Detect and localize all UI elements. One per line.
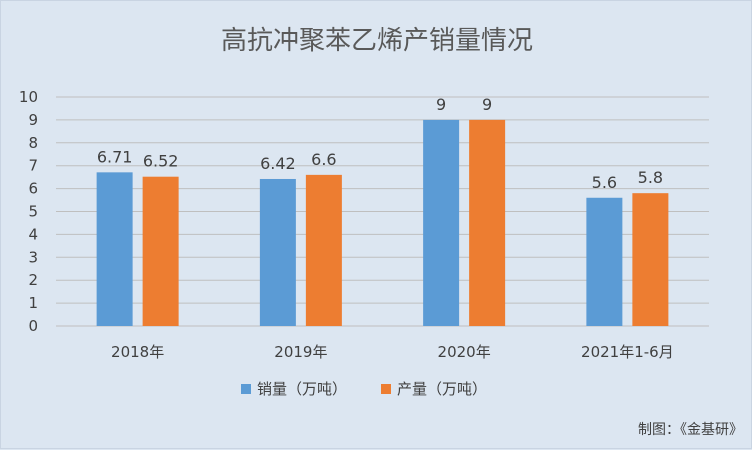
bar-production-2 — [469, 119, 506, 327]
y-tick-label: 6 — [28, 180, 38, 198]
x-tick-label: 2019年 — [274, 343, 327, 361]
y-tick-label: 9 — [28, 111, 38, 129]
y-tick-label: 2 — [28, 271, 38, 289]
x-tick-label: 2018年 — [111, 343, 164, 361]
data-label: 6.6 — [311, 150, 336, 169]
bars — [96, 119, 669, 327]
y-axis-ticks: 0 1 2 3 4 5 6 7 8 9 10 — [19, 88, 38, 335]
legend-label-sales: 销量（万吨） — [257, 380, 347, 398]
data-labels: 6.71 6.52 6.42 6.6 9 9 5.6 5.8 — [97, 95, 663, 192]
bar-sales-0 — [96, 172, 133, 326]
legend-label-production: 产量（万吨） — [397, 380, 487, 398]
data-label: 5.6 — [592, 173, 617, 192]
legend-swatch-production — [381, 384, 391, 394]
y-tick-label: 5 — [28, 203, 38, 221]
x-tick-label: 2021年1-6月 — [581, 343, 674, 361]
bar-production-1 — [305, 174, 342, 326]
legend-swatch-sales — [241, 384, 251, 394]
y-tick-label: 1 — [28, 294, 38, 312]
legend: 销量（万吨） 产量（万吨） — [241, 380, 487, 398]
data-label: 5.8 — [638, 168, 663, 187]
y-tick-label: 8 — [28, 134, 38, 152]
bar-production-0 — [142, 176, 179, 326]
x-tick-label: 2020年 — [438, 343, 491, 361]
chart-title: 高抗冲聚苯乙烯产销量情况 — [221, 26, 533, 56]
y-tick-label: 7 — [28, 157, 38, 175]
data-label: 9 — [436, 95, 446, 114]
y-tick-label: 4 — [28, 225, 38, 243]
data-label: 6.71 — [97, 147, 133, 166]
data-label: 6.42 — [260, 154, 296, 173]
y-tick-label: 0 — [28, 317, 38, 335]
x-axis-ticks: 2018年 2019年 2020年 2021年1-6月 — [111, 343, 674, 361]
bar-sales-3 — [586, 197, 623, 326]
y-tick-label: 10 — [19, 88, 38, 106]
data-label: 6.52 — [143, 152, 179, 171]
bar-sales-2 — [423, 119, 460, 327]
data-label: 9 — [482, 95, 492, 114]
y-tick-label: 3 — [28, 248, 38, 266]
bar-production-3 — [632, 193, 669, 326]
source-credit: 制图：《金基研》 — [638, 421, 743, 438]
bar-sales-1 — [259, 178, 296, 326]
